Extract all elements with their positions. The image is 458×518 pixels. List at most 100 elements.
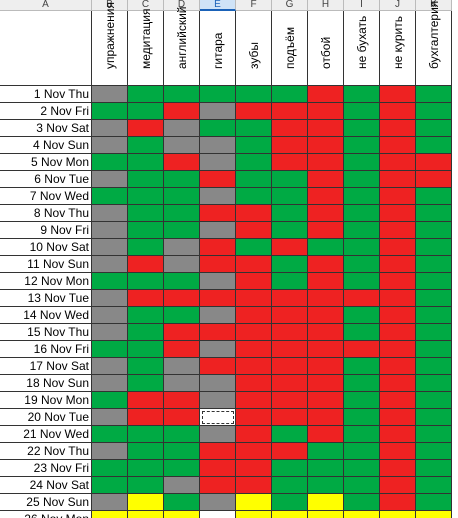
cell[interactable] xyxy=(164,86,200,103)
cell[interactable] xyxy=(344,392,380,409)
cell[interactable] xyxy=(236,375,272,392)
cell[interactable] xyxy=(92,256,128,273)
cell[interactable] xyxy=(92,120,128,137)
cell[interactable] xyxy=(416,256,452,273)
cell[interactable] xyxy=(236,239,272,256)
cell[interactable] xyxy=(128,375,164,392)
cell[interactable] xyxy=(272,273,308,290)
cell[interactable] xyxy=(308,443,344,460)
cell[interactable] xyxy=(200,324,236,341)
cell[interactable] xyxy=(236,477,272,494)
cell[interactable] xyxy=(236,324,272,341)
cell[interactable] xyxy=(308,86,344,103)
cell[interactable] xyxy=(200,460,236,477)
cell[interactable] xyxy=(164,103,200,120)
cell[interactable] xyxy=(272,443,308,460)
column-letter[interactable]: H xyxy=(308,0,344,11)
cell[interactable] xyxy=(128,188,164,205)
cell[interactable] xyxy=(416,409,452,426)
cell[interactable] xyxy=(128,86,164,103)
cell[interactable] xyxy=(164,154,200,171)
cell[interactable] xyxy=(236,273,272,290)
cell[interactable] xyxy=(128,239,164,256)
cell[interactable] xyxy=(236,409,272,426)
column-letter[interactable]: F xyxy=(236,0,272,11)
cell[interactable] xyxy=(128,324,164,341)
cell[interactable] xyxy=(380,392,416,409)
cell[interactable] xyxy=(380,409,416,426)
cell[interactable] xyxy=(236,154,272,171)
cell[interactable] xyxy=(236,460,272,477)
column-letter[interactable]: K xyxy=(416,0,452,11)
cell[interactable] xyxy=(308,409,344,426)
cell[interactable] xyxy=(272,392,308,409)
cell[interactable] xyxy=(200,205,236,222)
cell[interactable] xyxy=(272,171,308,188)
cell[interactable] xyxy=(92,188,128,205)
cell[interactable] xyxy=(164,341,200,358)
cell[interactable] xyxy=(236,358,272,375)
cell[interactable] xyxy=(164,205,200,222)
cell[interactable] xyxy=(128,120,164,137)
cell[interactable] xyxy=(272,103,308,120)
cell[interactable] xyxy=(128,103,164,120)
cell[interactable] xyxy=(236,205,272,222)
cell[interactable] xyxy=(272,409,308,426)
cell[interactable] xyxy=(200,409,236,426)
cell[interactable] xyxy=(128,137,164,154)
cell[interactable] xyxy=(308,171,344,188)
cell[interactable] xyxy=(380,120,416,137)
cell[interactable] xyxy=(92,409,128,426)
cell[interactable] xyxy=(308,324,344,341)
cell[interactable] xyxy=(308,137,344,154)
cell[interactable] xyxy=(164,477,200,494)
cell[interactable] xyxy=(200,307,236,324)
cell[interactable] xyxy=(380,171,416,188)
cell[interactable] xyxy=(236,171,272,188)
cell[interactable] xyxy=(92,171,128,188)
cell[interactable] xyxy=(200,341,236,358)
cell[interactable] xyxy=(416,307,452,324)
cell[interactable] xyxy=(272,324,308,341)
cell[interactable] xyxy=(416,460,452,477)
cell[interactable] xyxy=(308,290,344,307)
cell[interactable] xyxy=(380,375,416,392)
cell[interactable] xyxy=(344,426,380,443)
cell[interactable] xyxy=(272,137,308,154)
cell[interactable] xyxy=(308,392,344,409)
cell[interactable] xyxy=(236,392,272,409)
cell[interactable] xyxy=(344,358,380,375)
cell[interactable] xyxy=(416,443,452,460)
cell[interactable] xyxy=(236,188,272,205)
cell[interactable] xyxy=(164,256,200,273)
cell[interactable] xyxy=(380,205,416,222)
cell[interactable] xyxy=(272,120,308,137)
cell[interactable] xyxy=(308,460,344,477)
cell[interactable] xyxy=(164,460,200,477)
cell[interactable] xyxy=(128,494,164,511)
cell[interactable] xyxy=(308,273,344,290)
cell[interactable] xyxy=(380,358,416,375)
cell[interactable] xyxy=(164,222,200,239)
cell[interactable] xyxy=(272,494,308,511)
cell[interactable] xyxy=(416,426,452,443)
cell[interactable] xyxy=(92,137,128,154)
cell[interactable] xyxy=(128,426,164,443)
cell[interactable] xyxy=(416,341,452,358)
cell[interactable] xyxy=(200,222,236,239)
cell[interactable] xyxy=(164,290,200,307)
cell[interactable] xyxy=(272,239,308,256)
cell[interactable] xyxy=(164,324,200,341)
cell[interactable] xyxy=(380,477,416,494)
cell[interactable] xyxy=(344,290,380,307)
cell[interactable] xyxy=(164,137,200,154)
cell[interactable] xyxy=(92,103,128,120)
cell[interactable] xyxy=(272,188,308,205)
cell[interactable] xyxy=(128,256,164,273)
cell[interactable] xyxy=(236,341,272,358)
cell[interactable] xyxy=(164,120,200,137)
cell[interactable] xyxy=(308,494,344,511)
cell[interactable] xyxy=(308,511,344,518)
cell[interactable] xyxy=(164,392,200,409)
cell[interactable] xyxy=(92,477,128,494)
